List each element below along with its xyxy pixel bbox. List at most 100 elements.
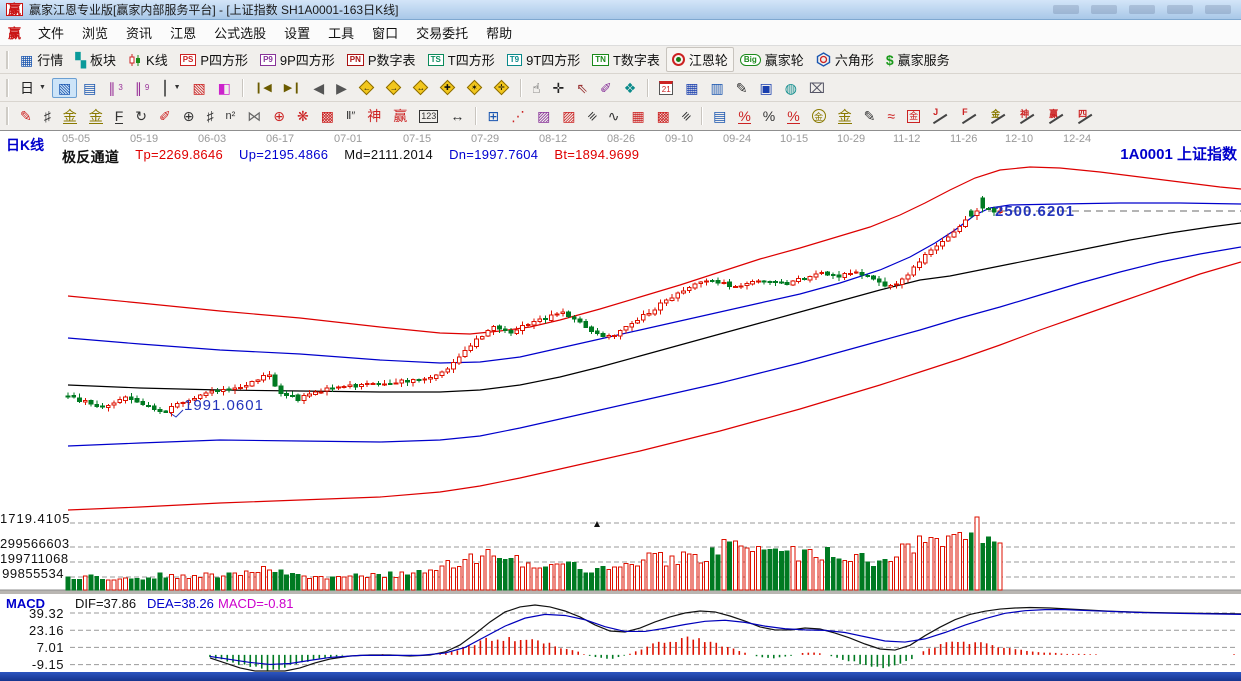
draw-steps[interactable]: ▤ bbox=[707, 106, 732, 126]
angle-tool-f[interactable]: F bbox=[955, 105, 984, 127]
draw-pen-candle[interactable]: ✎ bbox=[858, 106, 882, 126]
draw-grid-red-2[interactable]: ▦ bbox=[625, 106, 650, 126]
pattern-brain-tool[interactable]: ❖ bbox=[618, 78, 643, 98]
draw-ying[interactable]: 赢 bbox=[387, 106, 413, 126]
draw-gold-box[interactable]: 金 bbox=[901, 107, 926, 126]
draw-spiral[interactable]: ↻ bbox=[129, 106, 153, 126]
draw-gann-compass[interactable]: ⊕ bbox=[267, 106, 291, 126]
draw-shen[interactable]: 神 bbox=[361, 106, 387, 126]
purple-chart-9[interactable]: ∥ 9 bbox=[129, 78, 155, 98]
kline-chart-canvas[interactable] bbox=[0, 131, 1241, 672]
hand-tool[interactable]: ☝ bbox=[526, 78, 547, 98]
draw-measure-span[interactable]: ↔ bbox=[444, 106, 470, 126]
draw-slash-lines-2[interactable]: ≡ bbox=[676, 106, 696, 126]
pointer-tool[interactable]: ⇖ bbox=[570, 78, 594, 98]
draw-clock-circle[interactable]: ⊕ bbox=[177, 106, 201, 126]
draw-percent-line[interactable]: % bbox=[732, 106, 756, 127]
draw-gold-gann-1[interactable]: 金 bbox=[57, 106, 83, 127]
crosshair-tool[interactable]: ✛ bbox=[546, 78, 570, 98]
nav-first-button[interactable]: ❙◀ bbox=[248, 78, 278, 98]
calculator-tool[interactable]: ▦ bbox=[679, 78, 704, 98]
toolbar-hexagon[interactable]: 六角形 bbox=[810, 47, 880, 72]
menu-item-交易委托[interactable]: 交易委托 bbox=[416, 26, 469, 41]
red-pattern-tool[interactable]: ▧ bbox=[187, 78, 212, 98]
draw-gold-circle[interactable]: 金 bbox=[806, 106, 832, 126]
diamond-plus-tool[interactable]: ✛ bbox=[488, 79, 515, 96]
toolbar-p-sifangxing[interactable]: PS P四方形 bbox=[174, 47, 254, 72]
draw-hash[interactable]: ♯ bbox=[38, 106, 57, 126]
toolbar-9p-sifangxing[interactable]: P9 9P四方形 bbox=[254, 47, 341, 72]
draw-fan-lines[interactable]: ⋰ bbox=[505, 106, 531, 126]
clipboard-tool[interactable]: ▤ bbox=[77, 78, 102, 98]
notes-tool[interactable]: ✎ bbox=[730, 78, 754, 98]
nav-last-button[interactable]: ▶❙ bbox=[278, 78, 308, 98]
menu-item-窗口[interactable]: 窗口 bbox=[372, 26, 399, 41]
purple-chart-3[interactable]: ∥ 3 bbox=[102, 78, 128, 98]
draw-n2[interactable]: n² bbox=[220, 106, 242, 126]
draw-grid-red-3[interactable]: ▩ bbox=[651, 106, 676, 126]
draw-fibo-f[interactable]: F bbox=[109, 106, 130, 127]
send-tool[interactable]: ⌧ bbox=[803, 78, 831, 98]
draw-slash-lines[interactable]: ≡ bbox=[582, 106, 602, 126]
toolbar-hangqing[interactable]: ▦ 行情 bbox=[14, 47, 69, 72]
draw-hash-2[interactable]: ♯ bbox=[201, 106, 220, 126]
menu-item-公式选股[interactable]: 公式选股 bbox=[214, 26, 267, 41]
draw-knife-2[interactable]: ✐ bbox=[153, 106, 177, 126]
nav-next-button[interactable]: ▶ bbox=[330, 78, 353, 98]
angle-tool-shen[interactable]: 神 bbox=[1013, 105, 1042, 127]
diamond-hsplit-tool[interactable]: ↔ bbox=[407, 79, 434, 96]
toolbar-winner-service[interactable]: $ 赢家服务 bbox=[880, 47, 956, 72]
period-day-dropdown[interactable]: 日 ▼ bbox=[14, 78, 52, 98]
draw-percent[interactable]: % bbox=[757, 106, 781, 126]
diamond-star-tool[interactable]: ✶ bbox=[461, 79, 488, 96]
annotate-tool[interactable]: ✐ bbox=[594, 78, 618, 98]
menu-item-文件[interactable]: 文件 bbox=[38, 26, 65, 41]
menu-item-江恩[interactable]: 江恩 bbox=[170, 26, 197, 41]
toolbar-gann-wheel[interactable]: 江恩轮 bbox=[665, 47, 734, 72]
menu-item-设置[interactable]: 设置 bbox=[284, 26, 311, 41]
draw-channel-wave[interactable]: ≈ bbox=[881, 106, 901, 126]
draw-rect-tool[interactable]: ⊞ bbox=[481, 106, 505, 126]
menu-item-工具[interactable]: 工具 bbox=[328, 26, 355, 41]
draw-spider-web[interactable]: ❋ bbox=[291, 106, 315, 126]
draw-quote[interactable]: Ⅱ″ bbox=[340, 106, 361, 126]
toolbar-t-sifangxing[interactable]: TS T四方形 bbox=[422, 47, 501, 72]
chart-panel[interactable]: 日K线 05-05 05-19 06-03 06-17 07-01 07-15 07-29 0… bbox=[0, 131, 1241, 672]
calendar-tool[interactable]: 21 bbox=[653, 78, 679, 98]
diamond-right-tool[interactable]: → bbox=[380, 79, 407, 96]
diamond-left-tool[interactable]: ← bbox=[353, 79, 380, 96]
color-histogram-tool[interactable]: ◧ bbox=[212, 78, 237, 98]
draw-gold-under[interactable]: 金 bbox=[832, 106, 858, 127]
draw-gold-gann-2[interactable]: 金 bbox=[83, 106, 109, 127]
toolbar-9t-sifangxing[interactable]: T9 9T四方形 bbox=[501, 47, 587, 72]
save-tool[interactable]: ▣ bbox=[753, 78, 778, 98]
toolbar-bankuai[interactable]: ▚ 板块 bbox=[69, 47, 122, 72]
draw-web-grid[interactable]: ▩ bbox=[315, 106, 340, 126]
draw-grid-purple[interactable]: ▨ bbox=[531, 106, 556, 126]
toolbar-kline[interactable]: K线 bbox=[122, 47, 174, 72]
toolbar-p-shuzibiao[interactable]: PN P数字表 bbox=[341, 47, 422, 72]
draw-mirror[interactable]: ⋈ bbox=[241, 106, 267, 126]
pattern-tool[interactable]: ▧ bbox=[51, 77, 78, 98]
export-web-tool[interactable]: ◍ bbox=[779, 78, 803, 98]
draw-percent-under[interactable]: % bbox=[781, 106, 805, 127]
menu-item-资讯[interactable]: 资讯 bbox=[126, 26, 153, 41]
menu-item-浏览[interactable]: 浏览 bbox=[82, 26, 109, 41]
nav-prev-button[interactable]: ◀ bbox=[307, 78, 330, 98]
angle-tool-ying[interactable]: 赢 bbox=[1042, 105, 1071, 127]
table-tool[interactable]: ▥ bbox=[704, 78, 729, 98]
toolbar-winner-wheel[interactable]: Big 赢家轮 bbox=[734, 47, 810, 72]
candle-style-dropdown[interactable]: ⎮ ▼ bbox=[155, 78, 186, 98]
draw-grid-red[interactable]: ▨ bbox=[556, 106, 581, 126]
menu-item-帮助[interactable]: 帮助 bbox=[486, 26, 513, 41]
diamond-cross-tool[interactable]: ✚ bbox=[434, 79, 461, 96]
draw-ruler-123[interactable]: 123 bbox=[413, 107, 444, 126]
titlebar[interactable]: 赢 赢家江恩专业版[赢家内部服务平台] - [上证指数 SH1A0001-163… bbox=[0, 0, 1241, 20]
angle-tool-gold[interactable]: 金 bbox=[984, 105, 1013, 127]
toolbar-t-shuzibiao[interactable]: TN T数字表 bbox=[586, 47, 666, 72]
draw-knife[interactable]: ✎ bbox=[14, 106, 38, 126]
panel-splitter[interactable] bbox=[0, 590, 1241, 594]
draw-wave[interactable]: ∿ bbox=[602, 106, 626, 126]
angle-tool-j[interactable]: J bbox=[926, 105, 955, 127]
angle-tool-si[interactable]: 四 bbox=[1071, 105, 1100, 127]
